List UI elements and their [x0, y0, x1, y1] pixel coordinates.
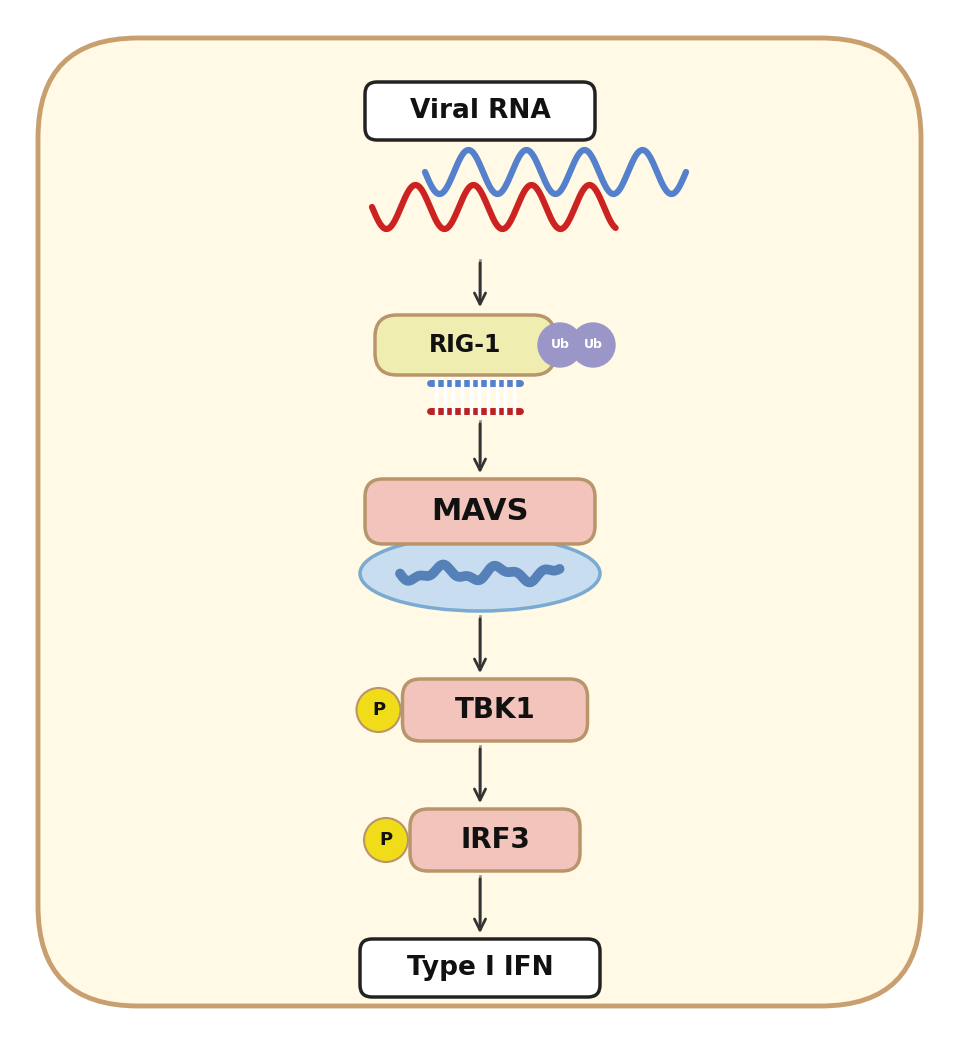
Circle shape — [357, 688, 401, 732]
Text: Ub: Ub — [584, 338, 602, 352]
Text: P: P — [380, 831, 392, 849]
Text: P: P — [372, 701, 386, 719]
Ellipse shape — [360, 536, 600, 611]
FancyBboxPatch shape — [365, 479, 595, 544]
Text: TBK1: TBK1 — [455, 696, 535, 723]
Text: MAVS: MAVS — [432, 497, 528, 526]
Text: Viral RNA: Viral RNA — [409, 98, 550, 124]
Text: IRF3: IRF3 — [460, 826, 530, 854]
FancyBboxPatch shape — [410, 809, 580, 871]
FancyBboxPatch shape — [360, 939, 600, 997]
FancyBboxPatch shape — [365, 82, 595, 140]
Circle shape — [538, 323, 582, 367]
FancyBboxPatch shape — [403, 679, 588, 741]
Circle shape — [364, 818, 408, 862]
FancyBboxPatch shape — [38, 38, 921, 1006]
Text: RIG-1: RIG-1 — [429, 333, 502, 357]
FancyBboxPatch shape — [375, 315, 555, 375]
Text: Type I IFN: Type I IFN — [407, 955, 553, 981]
Circle shape — [571, 323, 615, 367]
Text: Ub: Ub — [550, 338, 570, 352]
